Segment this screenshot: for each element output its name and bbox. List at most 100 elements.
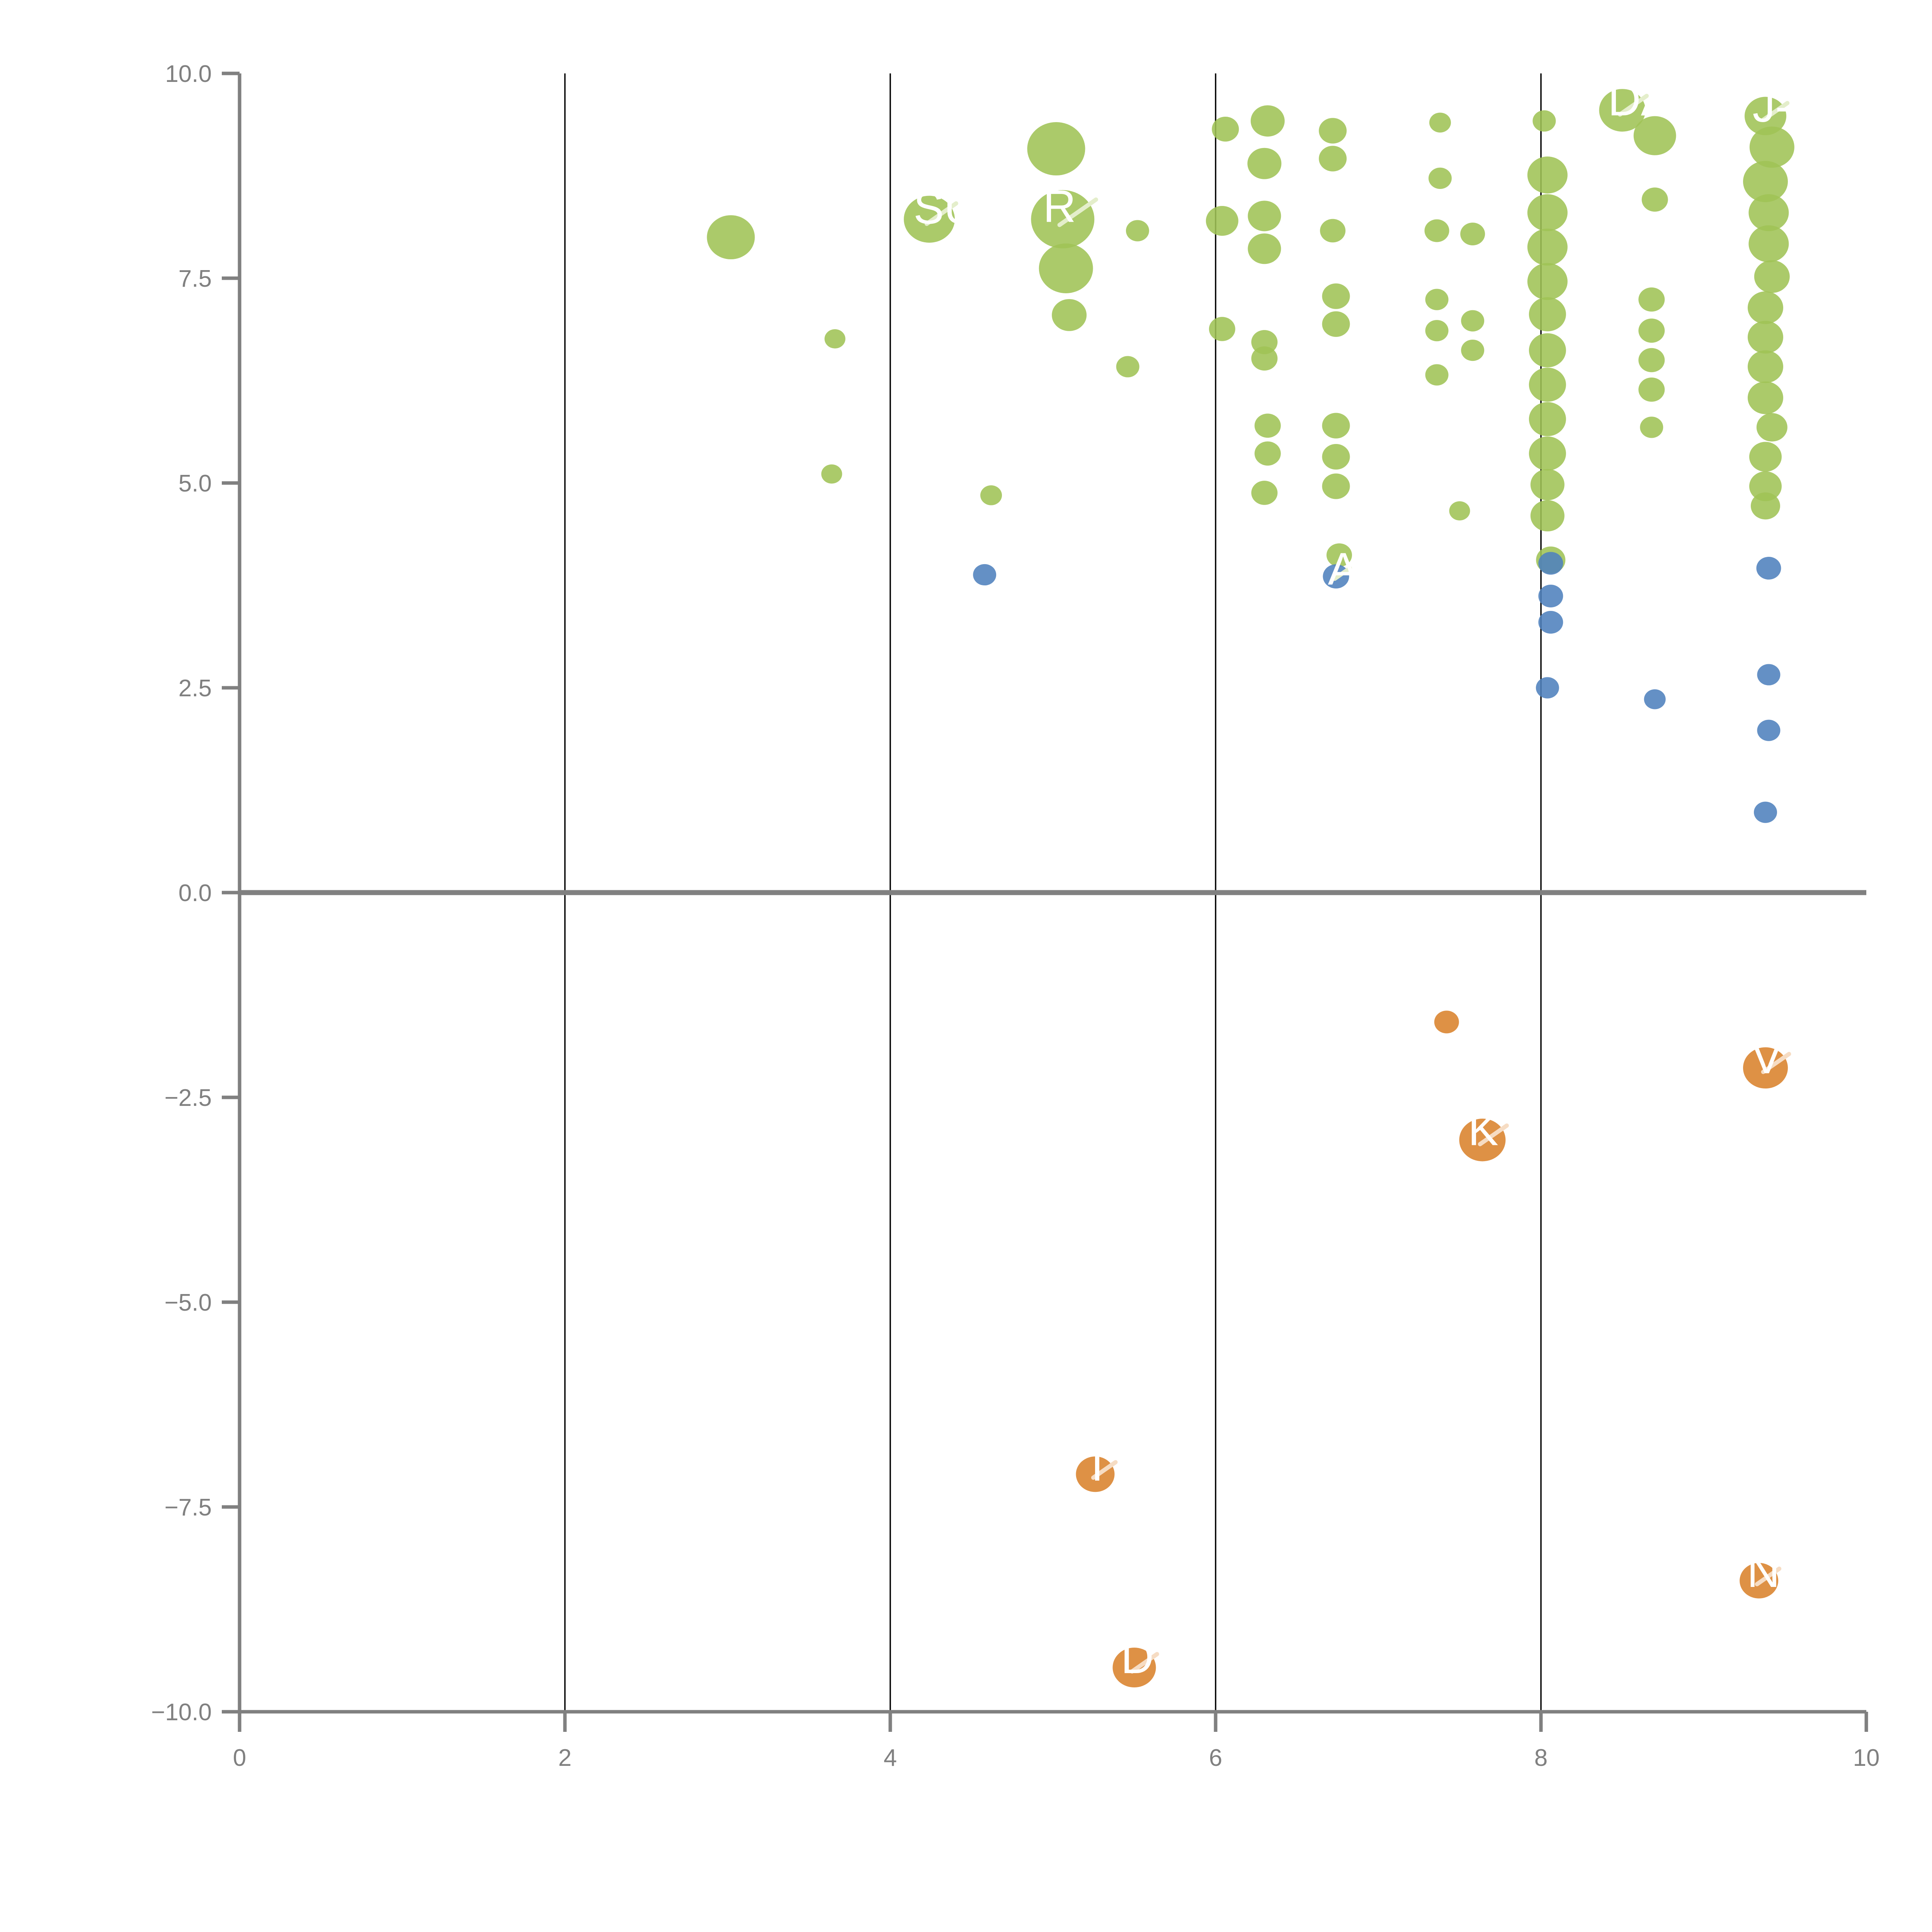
data-point-blue[interactable] <box>1757 719 1781 741</box>
point-labels-layer: SU R DA J- A V K T N D <box>913 75 1791 1683</box>
data-point-green[interactable] <box>1754 260 1790 293</box>
data-point-blue[interactable] <box>1538 611 1563 634</box>
data-point-green[interactable] <box>1425 289 1449 310</box>
data-point-green[interactable] <box>1052 299 1087 331</box>
label-leader-line <box>1618 94 1649 117</box>
data-point-green[interactable] <box>1529 436 1566 471</box>
data-point-green[interactable] <box>1749 126 1794 168</box>
data-point-green[interactable] <box>1532 110 1556 132</box>
data-point-blue[interactable] <box>1644 689 1666 709</box>
data-point-green[interactable] <box>1126 220 1149 242</box>
data-point-green[interactable] <box>1638 287 1665 312</box>
data-point-green[interactable] <box>1247 148 1282 179</box>
data-point-green[interactable] <box>1212 116 1239 142</box>
data-point-green[interactable] <box>1529 367 1566 402</box>
data-point-green[interactable] <box>1425 364 1449 386</box>
data-point-green[interactable] <box>1638 318 1665 343</box>
data-point-green[interactable] <box>1254 441 1281 466</box>
data-point-green[interactable] <box>1747 381 1783 414</box>
data-point-green[interactable] <box>1322 311 1350 337</box>
data-point-green[interactable] <box>1641 187 1668 212</box>
data-point-green[interactable] <box>1527 156 1568 194</box>
data-point-green[interactable] <box>1748 225 1789 262</box>
data-point-green[interactable] <box>1449 501 1470 520</box>
data-point-green[interactable] <box>1747 321 1783 354</box>
data-point-green[interactable] <box>1640 417 1663 438</box>
y-tick-label: −5.0 <box>165 1289 212 1316</box>
label-leader-line <box>1332 566 1352 581</box>
label-leader-line <box>1130 1652 1159 1674</box>
data-point-green[interactable] <box>1319 146 1347 172</box>
data-point-label: J- <box>1753 81 1791 132</box>
data-point-green[interactable] <box>1424 219 1449 242</box>
data-point-green[interactable] <box>1748 194 1789 231</box>
data-point-green[interactable] <box>1031 190 1095 248</box>
data-point-green[interactable] <box>1254 413 1281 438</box>
data-point-green[interactable] <box>1320 219 1346 243</box>
data-point-blue[interactable] <box>1536 677 1559 699</box>
data-point-green[interactable] <box>980 485 1002 505</box>
y-tick-label: 2.5 <box>179 675 212 702</box>
data-point-blue[interactable] <box>973 564 997 586</box>
data-point-green[interactable] <box>1638 378 1665 402</box>
data-point-blue[interactable] <box>1756 557 1781 580</box>
data-point-green[interactable] <box>1527 228 1568 266</box>
data-point-green[interactable] <box>1747 291 1783 324</box>
data-point-green[interactable] <box>1206 206 1238 236</box>
data-point-green[interactable] <box>1322 444 1350 470</box>
data-point-green[interactable] <box>1529 402 1566 436</box>
data-point-green[interactable] <box>1322 473 1350 499</box>
data-point-green[interactable] <box>1248 201 1281 231</box>
x-tick-label: 6 <box>1209 1745 1222 1771</box>
data-point-green[interactable] <box>1750 492 1780 520</box>
data-point-green[interactable] <box>1527 263 1568 300</box>
data-point-green[interactable] <box>1248 233 1281 264</box>
data-point-green[interactable] <box>1749 471 1782 502</box>
data-point-green[interactable] <box>707 215 755 260</box>
data-point-label: A <box>1328 544 1358 595</box>
data-point-label: T <box>1083 1439 1111 1490</box>
data-point-green[interactable] <box>1529 297 1566 332</box>
data-point-green[interactable] <box>1319 118 1347 144</box>
data-point-blue[interactable] <box>1757 664 1781 685</box>
data-point-green[interactable] <box>821 464 842 484</box>
data-point-green[interactable] <box>1027 122 1085 176</box>
data-point-green[interactable] <box>1461 310 1485 332</box>
data-point-green[interactable] <box>1756 413 1787 442</box>
data-point-green[interactable] <box>1530 500 1565 532</box>
label-leader-line <box>1761 101 1790 122</box>
data-point-green[interactable] <box>1460 223 1485 245</box>
data-point-green[interactable] <box>1326 543 1352 567</box>
data-point-blue[interactable] <box>1538 552 1563 575</box>
data-point-green[interactable] <box>1251 481 1278 505</box>
y-tick-label: −7.5 <box>165 1494 212 1521</box>
data-point-green[interactable] <box>1638 348 1665 372</box>
data-point-green[interactable] <box>1209 317 1235 341</box>
data-point-green[interactable] <box>1743 161 1788 202</box>
x-axis-tick-labels: 0 2 4 6 8 10 <box>233 1745 1880 1771</box>
data-point-green[interactable] <box>1633 116 1676 155</box>
data-point-green[interactable] <box>824 329 845 349</box>
data-point-green[interactable] <box>1039 243 1093 293</box>
data-point-green[interactable] <box>1749 442 1782 472</box>
data-point-green[interactable] <box>1747 350 1783 383</box>
data-point-green[interactable] <box>1529 333 1566 367</box>
data-point-green[interactable] <box>1428 167 1452 189</box>
data-point-green[interactable] <box>1322 413 1350 439</box>
data-point-blue[interactable] <box>1753 801 1777 823</box>
data-point-blue[interactable] <box>1538 585 1563 608</box>
data-point-green[interactable] <box>1527 194 1568 231</box>
data-point-green[interactable] <box>1322 283 1350 309</box>
data-point-green[interactable] <box>1250 105 1285 137</box>
tick-marks-layer <box>222 71 1543 1732</box>
x-tick-label: 10 <box>1853 1745 1880 1771</box>
data-point-green[interactable] <box>1429 112 1451 133</box>
data-point-green[interactable] <box>1530 469 1565 500</box>
data-point-orange[interactable] <box>1434 1010 1459 1034</box>
data-point-green[interactable] <box>1461 339 1485 361</box>
data-point-green[interactable] <box>1251 346 1278 371</box>
data-point-green[interactable] <box>904 196 955 243</box>
data-point-green[interactable] <box>1116 356 1139 378</box>
data-point-green[interactable] <box>1425 320 1449 342</box>
